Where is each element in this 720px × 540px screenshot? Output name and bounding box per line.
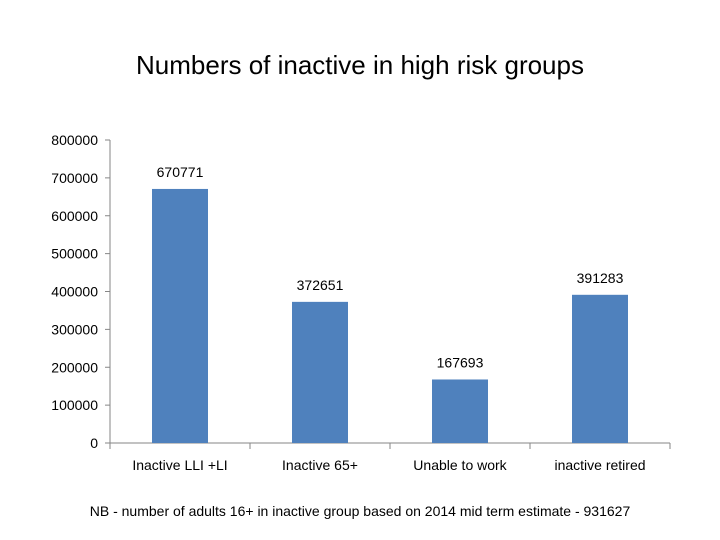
y-axis: 0 100000 200000 300000 400000 500000 600000 700… xyxy=(51,132,111,451)
y-tick-label: 300000 xyxy=(51,321,98,337)
bar xyxy=(572,294,628,443)
bars xyxy=(152,188,628,443)
y-tick-label: 200000 xyxy=(51,359,98,375)
y-tick-label: 0 xyxy=(90,435,98,451)
y-tick-label: 600000 xyxy=(51,208,98,224)
data-labels: 670771 372651 167693 391283 xyxy=(157,164,624,371)
data-label: 372651 xyxy=(297,277,344,293)
x-tick-label: Inactive LLI +LI xyxy=(132,457,227,473)
bar xyxy=(152,188,208,443)
y-tick-label: 500000 xyxy=(51,246,98,262)
footnote: NB - number of adults 16+ in inactive gr… xyxy=(89,503,631,519)
data-label: 670771 xyxy=(157,164,204,180)
x-tick-label: Inactive 65+ xyxy=(282,457,358,473)
y-tick-label: 700000 xyxy=(51,170,98,186)
data-label: 391283 xyxy=(577,270,624,286)
bar xyxy=(292,301,348,443)
x-axis: Inactive LLI +LI Inactive 65+ Unable to wo… xyxy=(109,442,671,473)
chart-title: Numbers of inactive in high risk groups xyxy=(136,50,584,80)
data-label: 167693 xyxy=(437,354,484,370)
y-tick-label: 100000 xyxy=(51,397,98,413)
x-tick-label: inactive retired xyxy=(554,457,645,473)
y-tick-label: 800000 xyxy=(51,132,98,148)
y-tick-label: 400000 xyxy=(51,284,98,300)
x-tick-label: Unable to work xyxy=(413,457,507,473)
bar xyxy=(432,379,488,443)
